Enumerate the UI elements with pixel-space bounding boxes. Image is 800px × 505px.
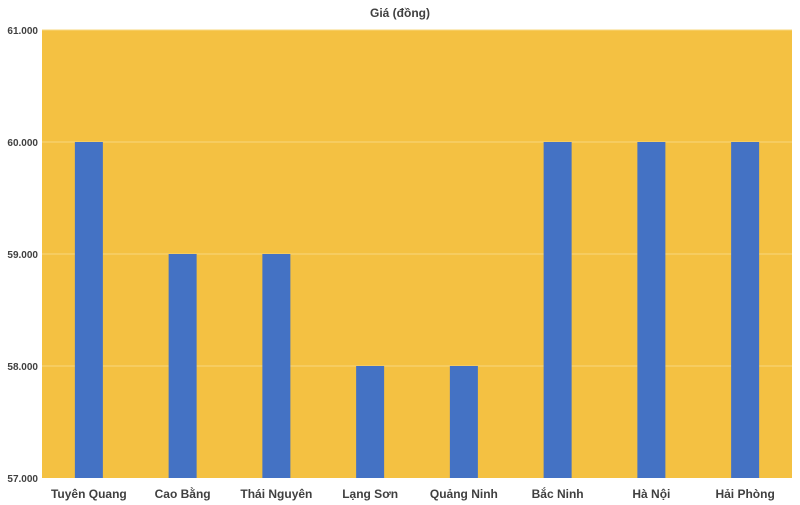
x-tick-label: Quảng Ninh	[430, 487, 498, 501]
bar	[262, 254, 291, 478]
y-tick-label: 61.000	[7, 26, 38, 37]
bar	[731, 142, 760, 478]
bar	[168, 254, 197, 478]
gridlines	[42, 29, 792, 367]
x-tick-label: Tuyên Quang	[51, 487, 127, 501]
bar	[74, 142, 103, 478]
x-tick-label: Cao Bằng	[155, 486, 211, 501]
y-tick-label: 60.000	[7, 138, 38, 149]
bar	[543, 142, 572, 478]
x-tick-label: Bắc Ninh	[532, 486, 584, 501]
y-tick-label: 59.000	[7, 250, 38, 261]
chart-title: Giá (đồng)	[370, 6, 430, 20]
x-axis: Tuyên Quang Cao Bằng Thái Nguyên Lạng Sơn Qu…	[51, 486, 775, 501]
y-tick-label: 57.000	[7, 474, 38, 485]
bar	[449, 366, 478, 478]
x-tick-label: Hải Phòng	[715, 487, 774, 501]
y-tick-label: 58.000	[7, 362, 38, 373]
x-tick-label: Lạng Sơn	[342, 487, 398, 501]
bars	[74, 142, 760, 478]
x-tick-label: Thái Nguyên	[240, 487, 312, 501]
x-tick-label: Hà Nội	[632, 487, 670, 501]
bar	[637, 142, 666, 478]
y-axis: 57.000 58.000 59.000 60.000 61.000	[7, 26, 38, 485]
bar	[356, 366, 385, 478]
